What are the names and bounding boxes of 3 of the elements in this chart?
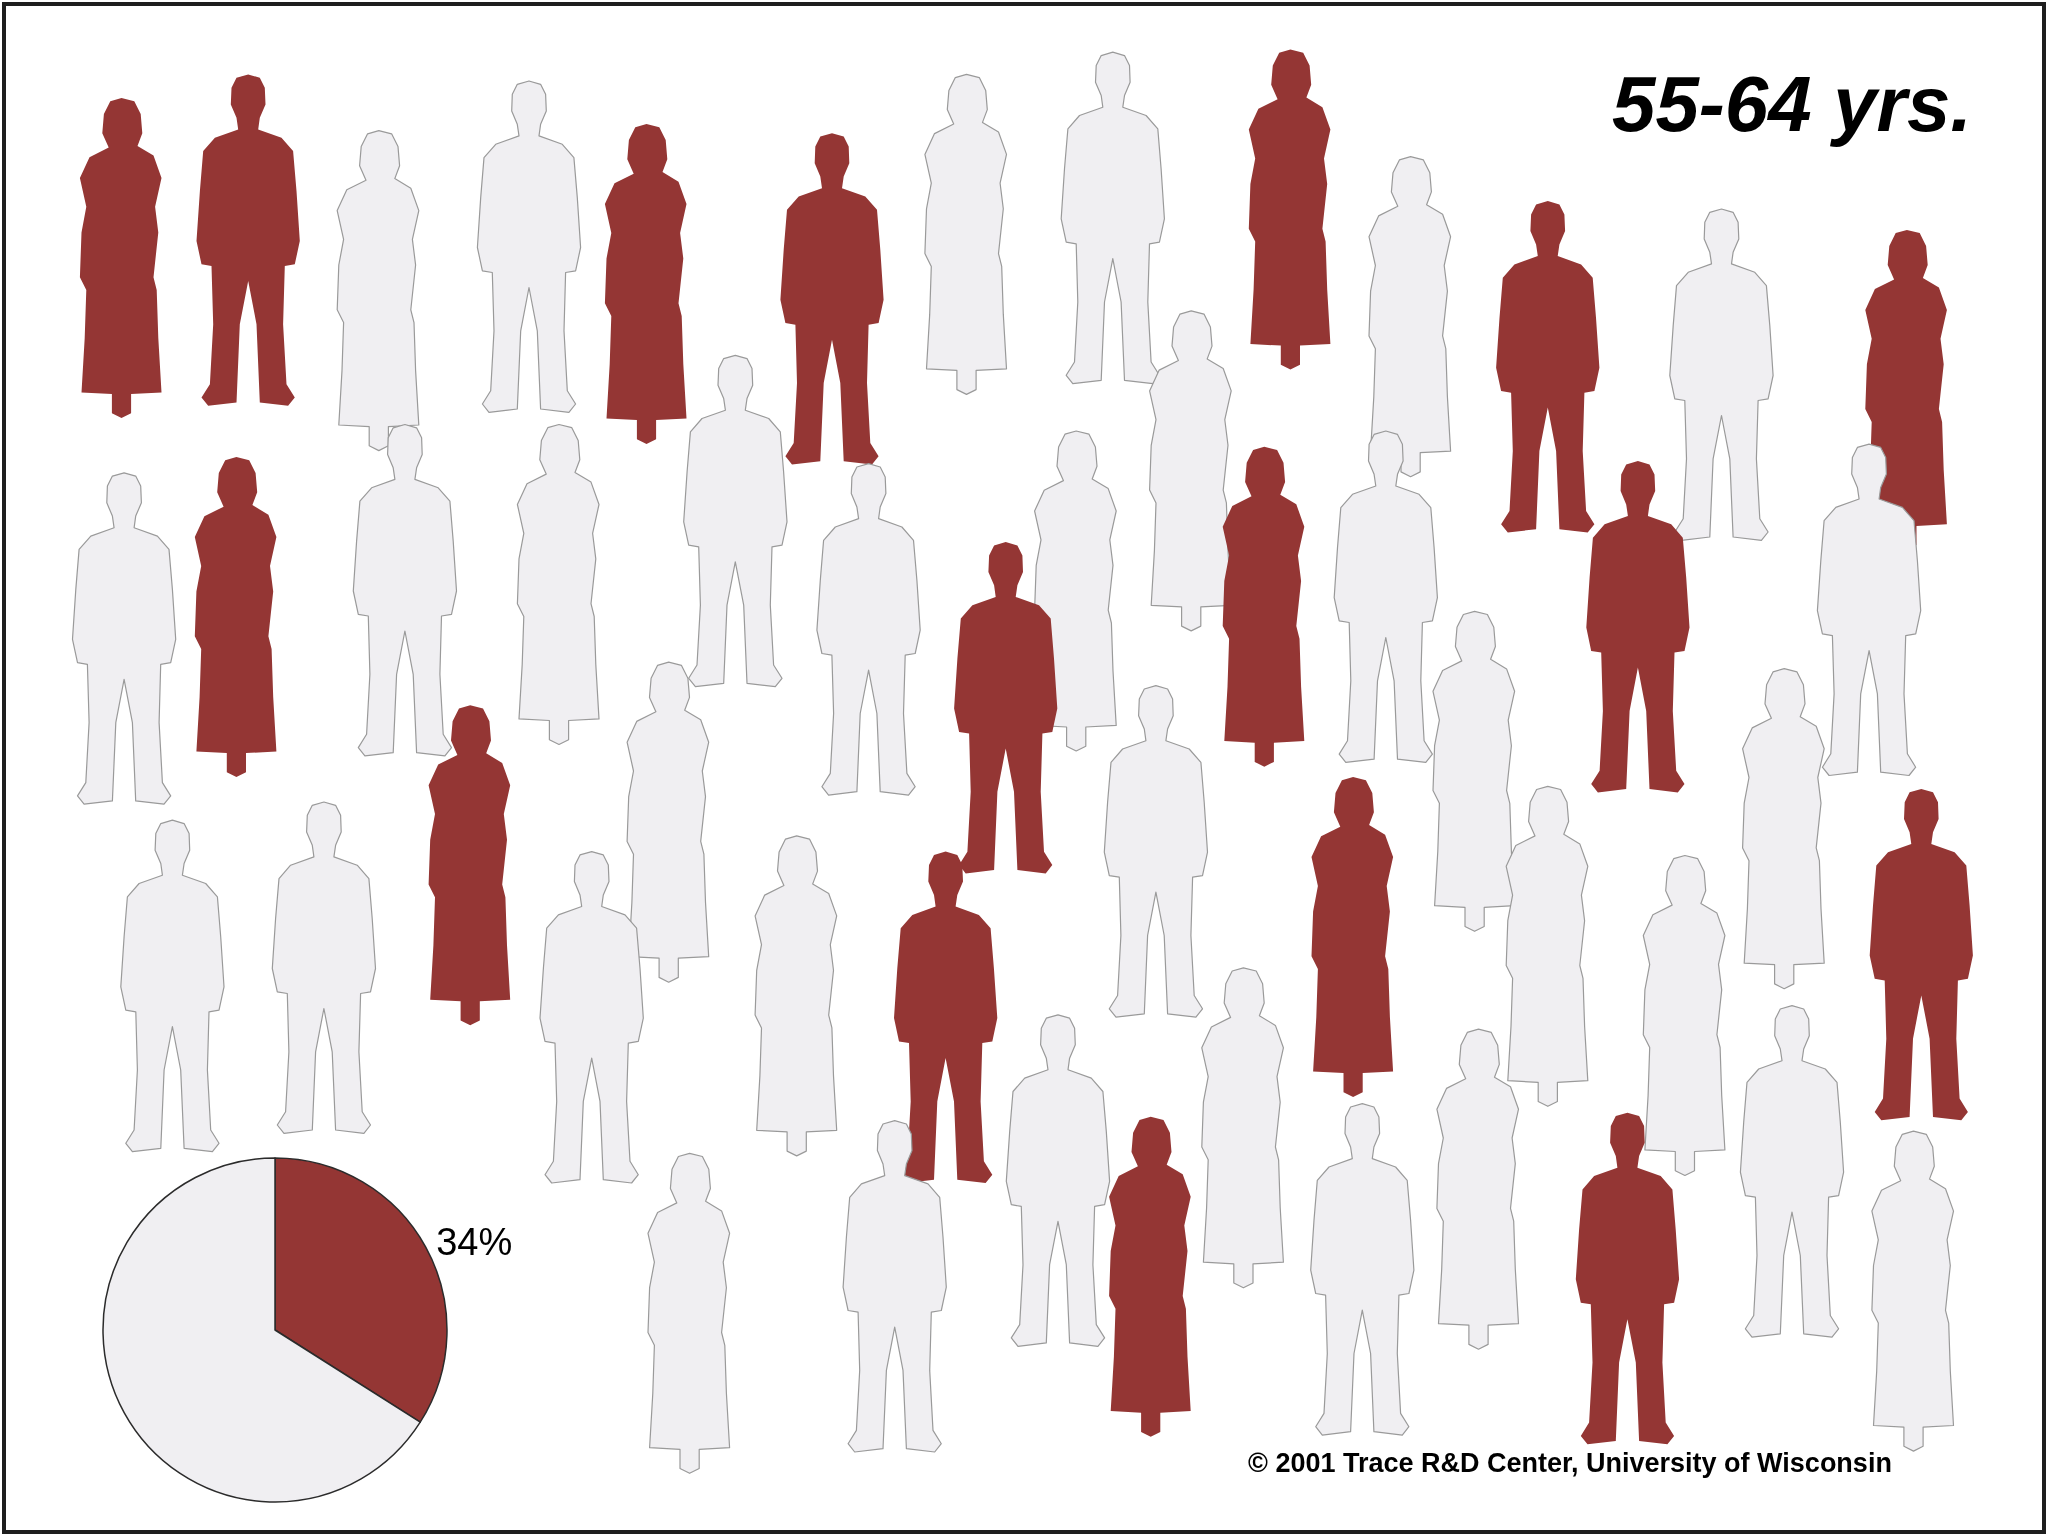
data-label: 34% (436, 1221, 513, 1264)
text: © 2001 Trace R&D Center, University of Wisconsin (1248, 1448, 1892, 1478)
text: 55-64 yrs. (1612, 60, 1972, 149)
